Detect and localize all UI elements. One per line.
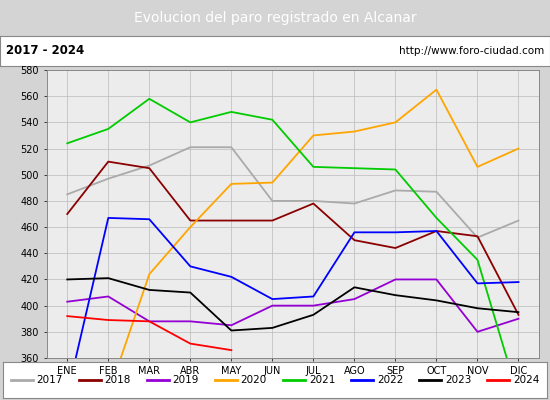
Text: 2018: 2018 xyxy=(104,375,131,385)
Text: 2017: 2017 xyxy=(36,375,63,385)
Text: 2022: 2022 xyxy=(377,375,403,385)
Text: http://www.foro-ciudad.com: http://www.foro-ciudad.com xyxy=(399,46,544,56)
Text: 2017 - 2024: 2017 - 2024 xyxy=(6,44,84,58)
Text: 2023: 2023 xyxy=(445,375,471,385)
Text: 2019: 2019 xyxy=(173,375,199,385)
Text: 2024: 2024 xyxy=(513,375,540,385)
Text: 2020: 2020 xyxy=(241,375,267,385)
Text: Evolucion del paro registrado en Alcanar: Evolucion del paro registrado en Alcanar xyxy=(134,11,416,25)
Text: 2021: 2021 xyxy=(309,375,335,385)
